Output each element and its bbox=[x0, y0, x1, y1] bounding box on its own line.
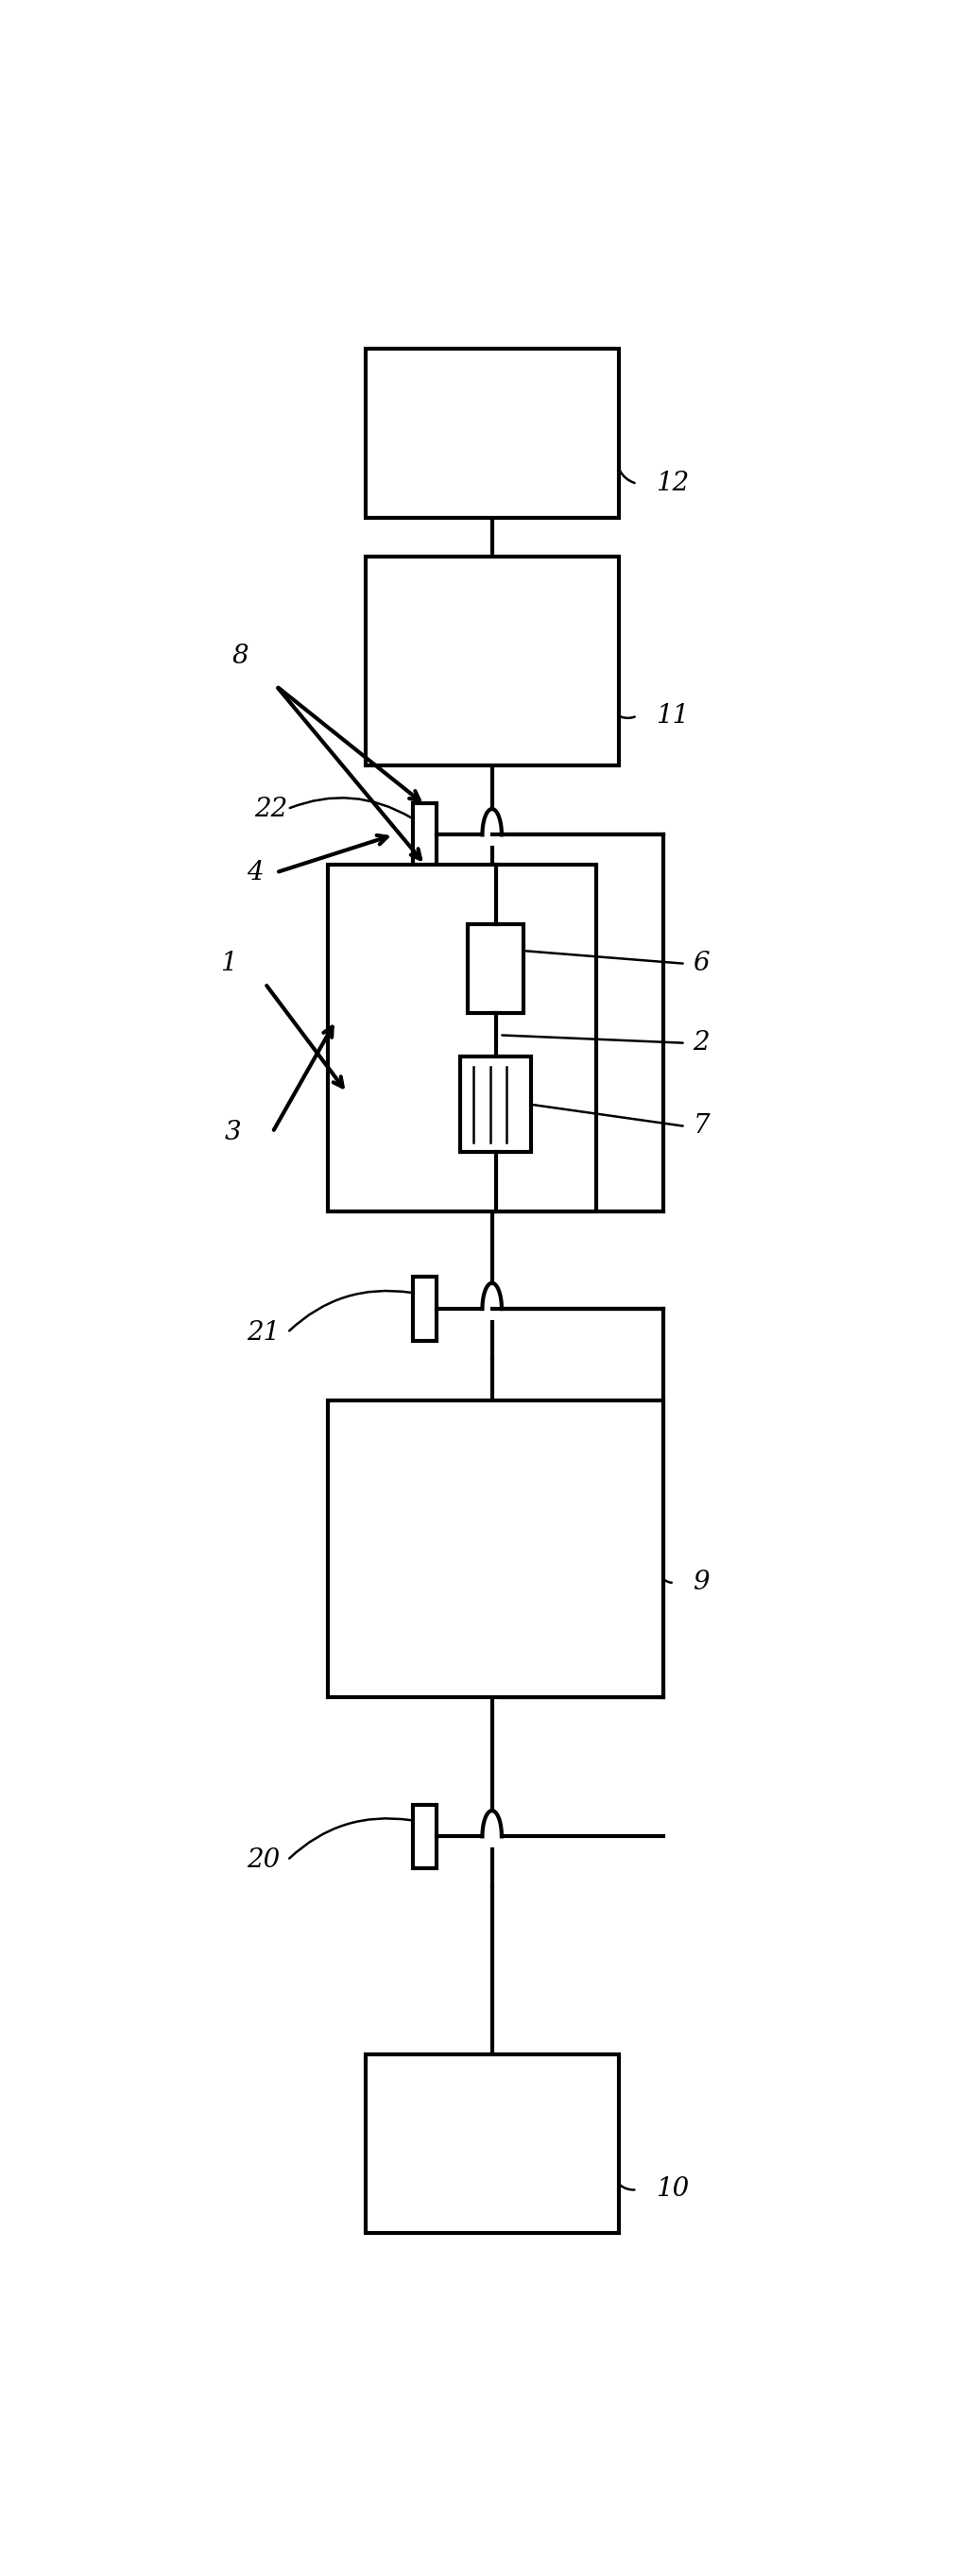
Text: 6: 6 bbox=[693, 951, 709, 976]
Text: 11: 11 bbox=[656, 703, 689, 729]
Bar bbox=[413, 1806, 437, 1868]
Text: 10: 10 bbox=[656, 2177, 689, 2202]
Text: 4: 4 bbox=[247, 860, 263, 886]
Bar bbox=[366, 556, 618, 765]
Text: 21: 21 bbox=[247, 1319, 279, 1345]
Text: 3: 3 bbox=[224, 1121, 241, 1146]
Text: 22: 22 bbox=[253, 796, 287, 822]
Bar bbox=[328, 866, 596, 1211]
Text: 9: 9 bbox=[693, 1569, 709, 1595]
Text: 8: 8 bbox=[231, 644, 249, 670]
Text: 12: 12 bbox=[656, 471, 689, 497]
Bar bbox=[366, 2056, 618, 2233]
Bar bbox=[328, 1401, 663, 1698]
Bar bbox=[413, 1278, 437, 1340]
Text: 2: 2 bbox=[693, 1030, 709, 1056]
Text: 7: 7 bbox=[693, 1113, 709, 1139]
Bar bbox=[413, 804, 437, 866]
Bar bbox=[468, 925, 523, 1012]
Text: 1: 1 bbox=[221, 951, 237, 976]
Bar bbox=[366, 348, 618, 518]
Bar bbox=[461, 1056, 531, 1151]
Text: 20: 20 bbox=[247, 1847, 279, 1873]
